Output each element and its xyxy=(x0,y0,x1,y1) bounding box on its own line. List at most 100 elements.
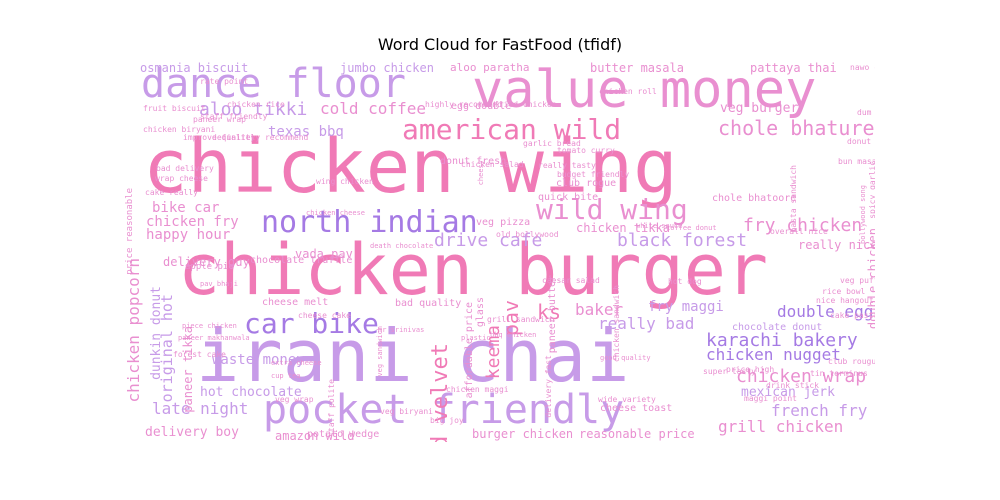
word-osmania-biscuit: osmania biscuit xyxy=(140,62,249,75)
word-egg-double: egg double xyxy=(451,101,512,112)
word-dance-floor: dance floor xyxy=(141,62,406,107)
word-potato-wedge: potato wedge xyxy=(307,429,380,440)
word-piece-chicken: piece chicken xyxy=(182,322,237,330)
word-chicken-cheese: chicken cheese xyxy=(306,209,366,217)
word-mexican-jerk: mexican jerk xyxy=(741,385,835,400)
word-cheese-melt: cheese melt xyxy=(262,297,329,308)
word-delivery-boy: delivery boy xyxy=(145,425,239,440)
word-amazon-wild: amazon wild xyxy=(275,429,355,442)
word-aloo-paratha: aloo paratha xyxy=(450,62,530,74)
word-american-wild: american wild xyxy=(402,113,622,146)
word-waste-money: waste money xyxy=(212,352,305,368)
word-chicken-rice: chicken rice xyxy=(227,100,285,109)
word-fry-chicken: fry chicken xyxy=(743,215,863,236)
word-chicken-nugget: chicken nugget xyxy=(706,345,841,364)
word-donut-burger: donut burger xyxy=(847,137,875,146)
word-veg-burger: veg burger xyxy=(720,101,799,116)
word-cake-really: cake really xyxy=(145,188,198,197)
word-dunkin-donut: dunkin donut xyxy=(149,286,164,380)
word-chicken-popcorn: chicken popcorn xyxy=(125,258,143,403)
word-butter-masala: butter masala xyxy=(590,62,684,75)
word-big-joy: big joy xyxy=(430,416,464,425)
word-chicken-burger: chicken burger xyxy=(178,229,769,311)
word-cheesy: cheesy xyxy=(477,160,485,186)
word-tomato-curry: tomato curry xyxy=(557,146,615,155)
word-overall-nice: overall nice xyxy=(770,227,828,236)
word-cup-tea: cup tea xyxy=(271,372,301,380)
word-super-tasty: super tasty xyxy=(703,367,756,376)
word-club-rougue: club rougue xyxy=(828,357,875,366)
word-texas-bbq: texas bbq xyxy=(268,124,344,140)
word-nice-hangout: nice hangout xyxy=(816,296,874,305)
word-cold-coffee: cold coffee xyxy=(320,99,426,118)
word-cheese-toast: cheese toast xyxy=(600,403,673,414)
word-drive-cafe: drive cafe xyxy=(434,230,543,251)
word-price-high: price high xyxy=(726,365,775,374)
word-highly-recommend: highly recommend xyxy=(425,100,503,109)
word-spicy-garlic: spicy garlic xyxy=(868,161,875,219)
word-bad-delivery: bad delivery xyxy=(156,164,214,173)
word-pav-bhaji: pav bhaji xyxy=(200,280,238,288)
word-bike-car: bike car xyxy=(152,200,220,216)
word-grill-chicken: grill chicken xyxy=(718,417,844,436)
word-pasta-sandwich: pasta sandwich xyxy=(789,165,798,233)
word-burger-chicken: burger chicken xyxy=(472,427,574,441)
word-maggi-point: maggi point xyxy=(744,394,797,403)
word-car-bike: car bike xyxy=(244,307,379,340)
word-hot-chocolate: hot chocolate xyxy=(200,385,302,400)
word-fry-maggi: fry maggi xyxy=(648,299,724,315)
word-extra-cheese: extra cheese xyxy=(271,359,322,367)
word-ks: ks xyxy=(537,300,562,324)
word-drink-stick: drink stick xyxy=(766,381,819,390)
word-cloud: chicken wing chicken burger irani chai valu… xyxy=(125,62,875,442)
word-tin-terminus: tin terminus xyxy=(810,369,868,378)
word-forest-cake: forest cake xyxy=(173,350,226,359)
word-veg-wrap: veg wrap xyxy=(275,395,314,404)
word-veg-pizza: veg pizza xyxy=(476,217,531,228)
word-dum-biryani: dum biryani xyxy=(857,108,875,117)
word-staff-polite: staff polite xyxy=(327,379,336,437)
word-delivery-fast: delivery fast xyxy=(544,355,553,418)
word-wide-variety: wide variety xyxy=(598,395,656,404)
word-glass: glass xyxy=(475,297,486,328)
word-affordable-price: affordable price xyxy=(464,302,475,399)
word-really-bad: really bad xyxy=(598,314,695,333)
word-value-money: value money xyxy=(472,62,817,120)
word-cheese-cake: cheese cake xyxy=(298,311,351,320)
word-chicken-biryani: chicken biryani xyxy=(143,125,216,134)
word-paneer-wrap: paneer wrap xyxy=(193,115,246,124)
word-plastic: plastic xyxy=(461,334,491,342)
word-white-sauce: white sauce xyxy=(636,222,683,230)
word-nawo-cake: nawo cake xyxy=(850,63,875,72)
chart-title: Word Cloud for FastFood (tfidf) xyxy=(377,35,623,54)
word-apple-pie: apple pie xyxy=(185,262,234,272)
word-coffee-donut: coffee donut xyxy=(666,224,717,232)
word-karachi-bakery: karachi bakery xyxy=(706,330,858,351)
word-bad-quality: bad quality xyxy=(395,298,462,309)
word-cake-pastry: cake pastry xyxy=(830,311,875,320)
word-late-night: late night xyxy=(152,399,249,418)
word-wild-wing: wild wing xyxy=(536,193,688,226)
word-jumbo-chicken: jumbo chicken xyxy=(340,62,434,75)
word-chole-bhatoore: chole bhatoore xyxy=(712,193,797,204)
word-quick-bite: quick bite xyxy=(538,192,599,203)
word-chicken-sandwich: chicken sandwich xyxy=(612,285,621,363)
word-staff-friendly: staff friendly xyxy=(200,112,268,121)
word-veg-biryani: veg biryani xyxy=(380,407,433,416)
word-pattaya-thai: pattaya thai xyxy=(750,62,837,75)
word-bun-masala: bun masala xyxy=(838,157,875,166)
word-black-forest: black forest xyxy=(617,230,748,251)
word-chicken-maggi: chicken maggi xyxy=(446,385,509,394)
word-mr-srinivas: mr srinivas xyxy=(378,326,425,334)
word-wing-chicken: wing chicken xyxy=(316,177,374,186)
word-garlic-bread: garlic bread xyxy=(523,139,581,148)
word-death-chocolate: death chocolate xyxy=(370,242,434,250)
word-fruit-biscuit: fruit biscuit xyxy=(143,104,206,113)
word-baker: baker xyxy=(575,300,624,319)
word-club-rogue: club rogue xyxy=(556,178,617,189)
word-definitely-recommend: definitely recommend xyxy=(212,133,309,142)
word-north-indian: north indian xyxy=(261,205,478,240)
word-chicken-wing: chicken wing xyxy=(143,124,678,210)
word-budget-friendly: budget friendly xyxy=(557,170,630,179)
word-old-bollywood: old bollywood xyxy=(496,230,559,239)
